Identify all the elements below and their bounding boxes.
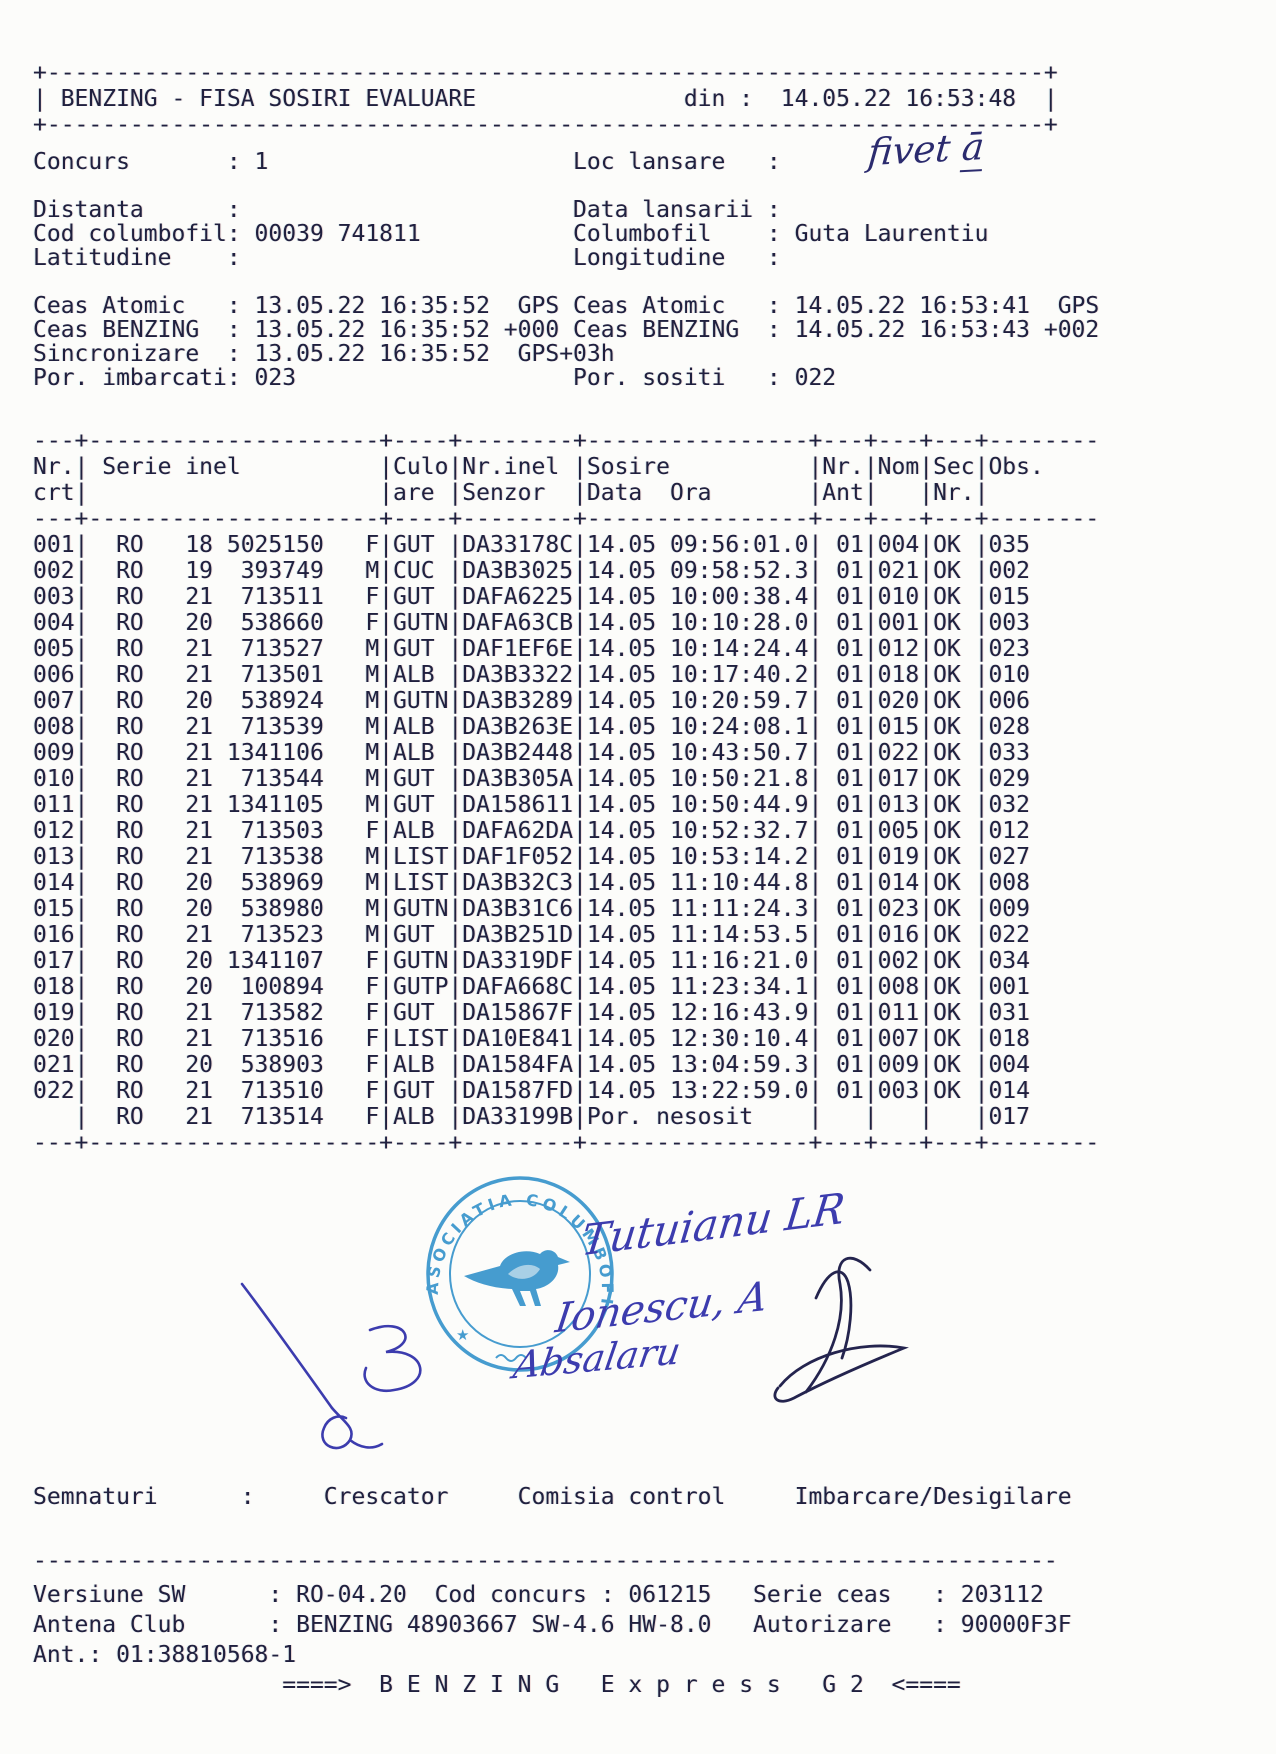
results-table: ---+---------------------+----+--------+… [33, 428, 1100, 1156]
title-box: +---------------------------------------… [33, 60, 1058, 138]
footer-block: Versiune SW : RO-04.20 Cod concurs : 061… [33, 1582, 1072, 1698]
stamp-star-icon: ★ [456, 1326, 469, 1344]
pigeon-icon [464, 1250, 570, 1306]
race-info-block: Concurs : 1 Loc lansare : Distanta : Dat… [33, 149, 1100, 391]
divider-rule: ----------------------------------------… [33, 1548, 1058, 1574]
committee-signature [773, 1256, 909, 1403]
signatures-caption-line: Semnaturi : Crescator Comisia control Im… [33, 1484, 1072, 1510]
handwritten-loc-letter: ā [959, 124, 987, 173]
stamp-outer-ring [426, 1176, 614, 1372]
stamp-inner-ring [449, 1200, 591, 1348]
stamp-bottom-squiggle [495, 1354, 527, 1362]
breeder-signature [240, 1282, 422, 1450]
club-stamp: ASOCIATIA COLUMBOFILA ★ [423, 1176, 614, 1372]
handwritten-loc-lansare: fivet ā [866, 124, 987, 175]
handwritten-loc-word: fivet [866, 126, 953, 175]
